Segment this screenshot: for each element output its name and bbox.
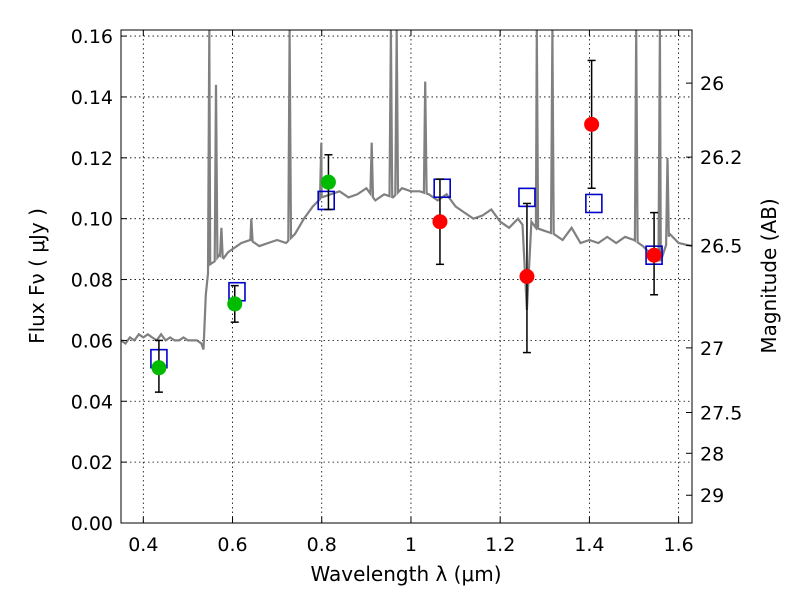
- mag-tick-label: 29: [700, 485, 724, 507]
- red-data-point: [646, 247, 662, 263]
- spectrum-layer: [121, 30, 692, 350]
- mag-tick-label: 28: [700, 443, 724, 465]
- model-photometry-square: [585, 193, 603, 214]
- green-data-point: [151, 360, 167, 376]
- x-tick-label: 0.8: [307, 534, 337, 556]
- red-data-point: [584, 116, 600, 132]
- y2-axis-label: Magnitude (AB): [757, 198, 781, 353]
- y-tick-label: 0.00: [71, 513, 113, 535]
- y-tick-label: 0.04: [71, 391, 113, 413]
- x-tick-label: 0.4: [128, 534, 158, 556]
- spectrum-line: [121, 30, 692, 350]
- y-axis-label: Flux Fν ( μJy ): [25, 208, 49, 344]
- y-tick-label: 0.08: [71, 270, 113, 292]
- mag-tick-label: 27.5: [700, 403, 742, 425]
- mag-tick-label: 26: [700, 73, 724, 95]
- y-tick-label: 0.02: [71, 452, 113, 474]
- marker-layer: [150, 59, 663, 393]
- plot-frame: [120, 29, 693, 524]
- y-tick-label: 0.12: [71, 148, 113, 170]
- ticks: 0.4 0.6 0.8 1 1.2 1.4 1.6 0.00 0.02 0.04 0.06 0.08 0…: [71, 26, 743, 556]
- y-tick-label: 0.06: [71, 330, 113, 352]
- mag-tick-label: 27: [700, 338, 724, 360]
- y-tick-label: 0.16: [71, 26, 113, 48]
- y-tick-label: 0.14: [71, 87, 113, 109]
- mag-tick-label: 26.2: [700, 147, 742, 169]
- x-tick-label: 1.6: [664, 534, 694, 556]
- x-axis-label: Wavelength λ (μm): [310, 562, 501, 586]
- red-data-point: [432, 214, 448, 230]
- red-data-point: [519, 269, 535, 284]
- green-data-point: [227, 296, 243, 312]
- y-tick-label: 0.10: [71, 209, 113, 231]
- x-tick-label: 1: [405, 534, 417, 556]
- green-data-point: [320, 174, 336, 190]
- x-tick-label: 1.4: [574, 534, 604, 556]
- x-tick-label: 0.6: [217, 534, 247, 556]
- mag-tick-label: 26.5: [700, 235, 742, 257]
- x-tick-label: 1.2: [485, 534, 515, 556]
